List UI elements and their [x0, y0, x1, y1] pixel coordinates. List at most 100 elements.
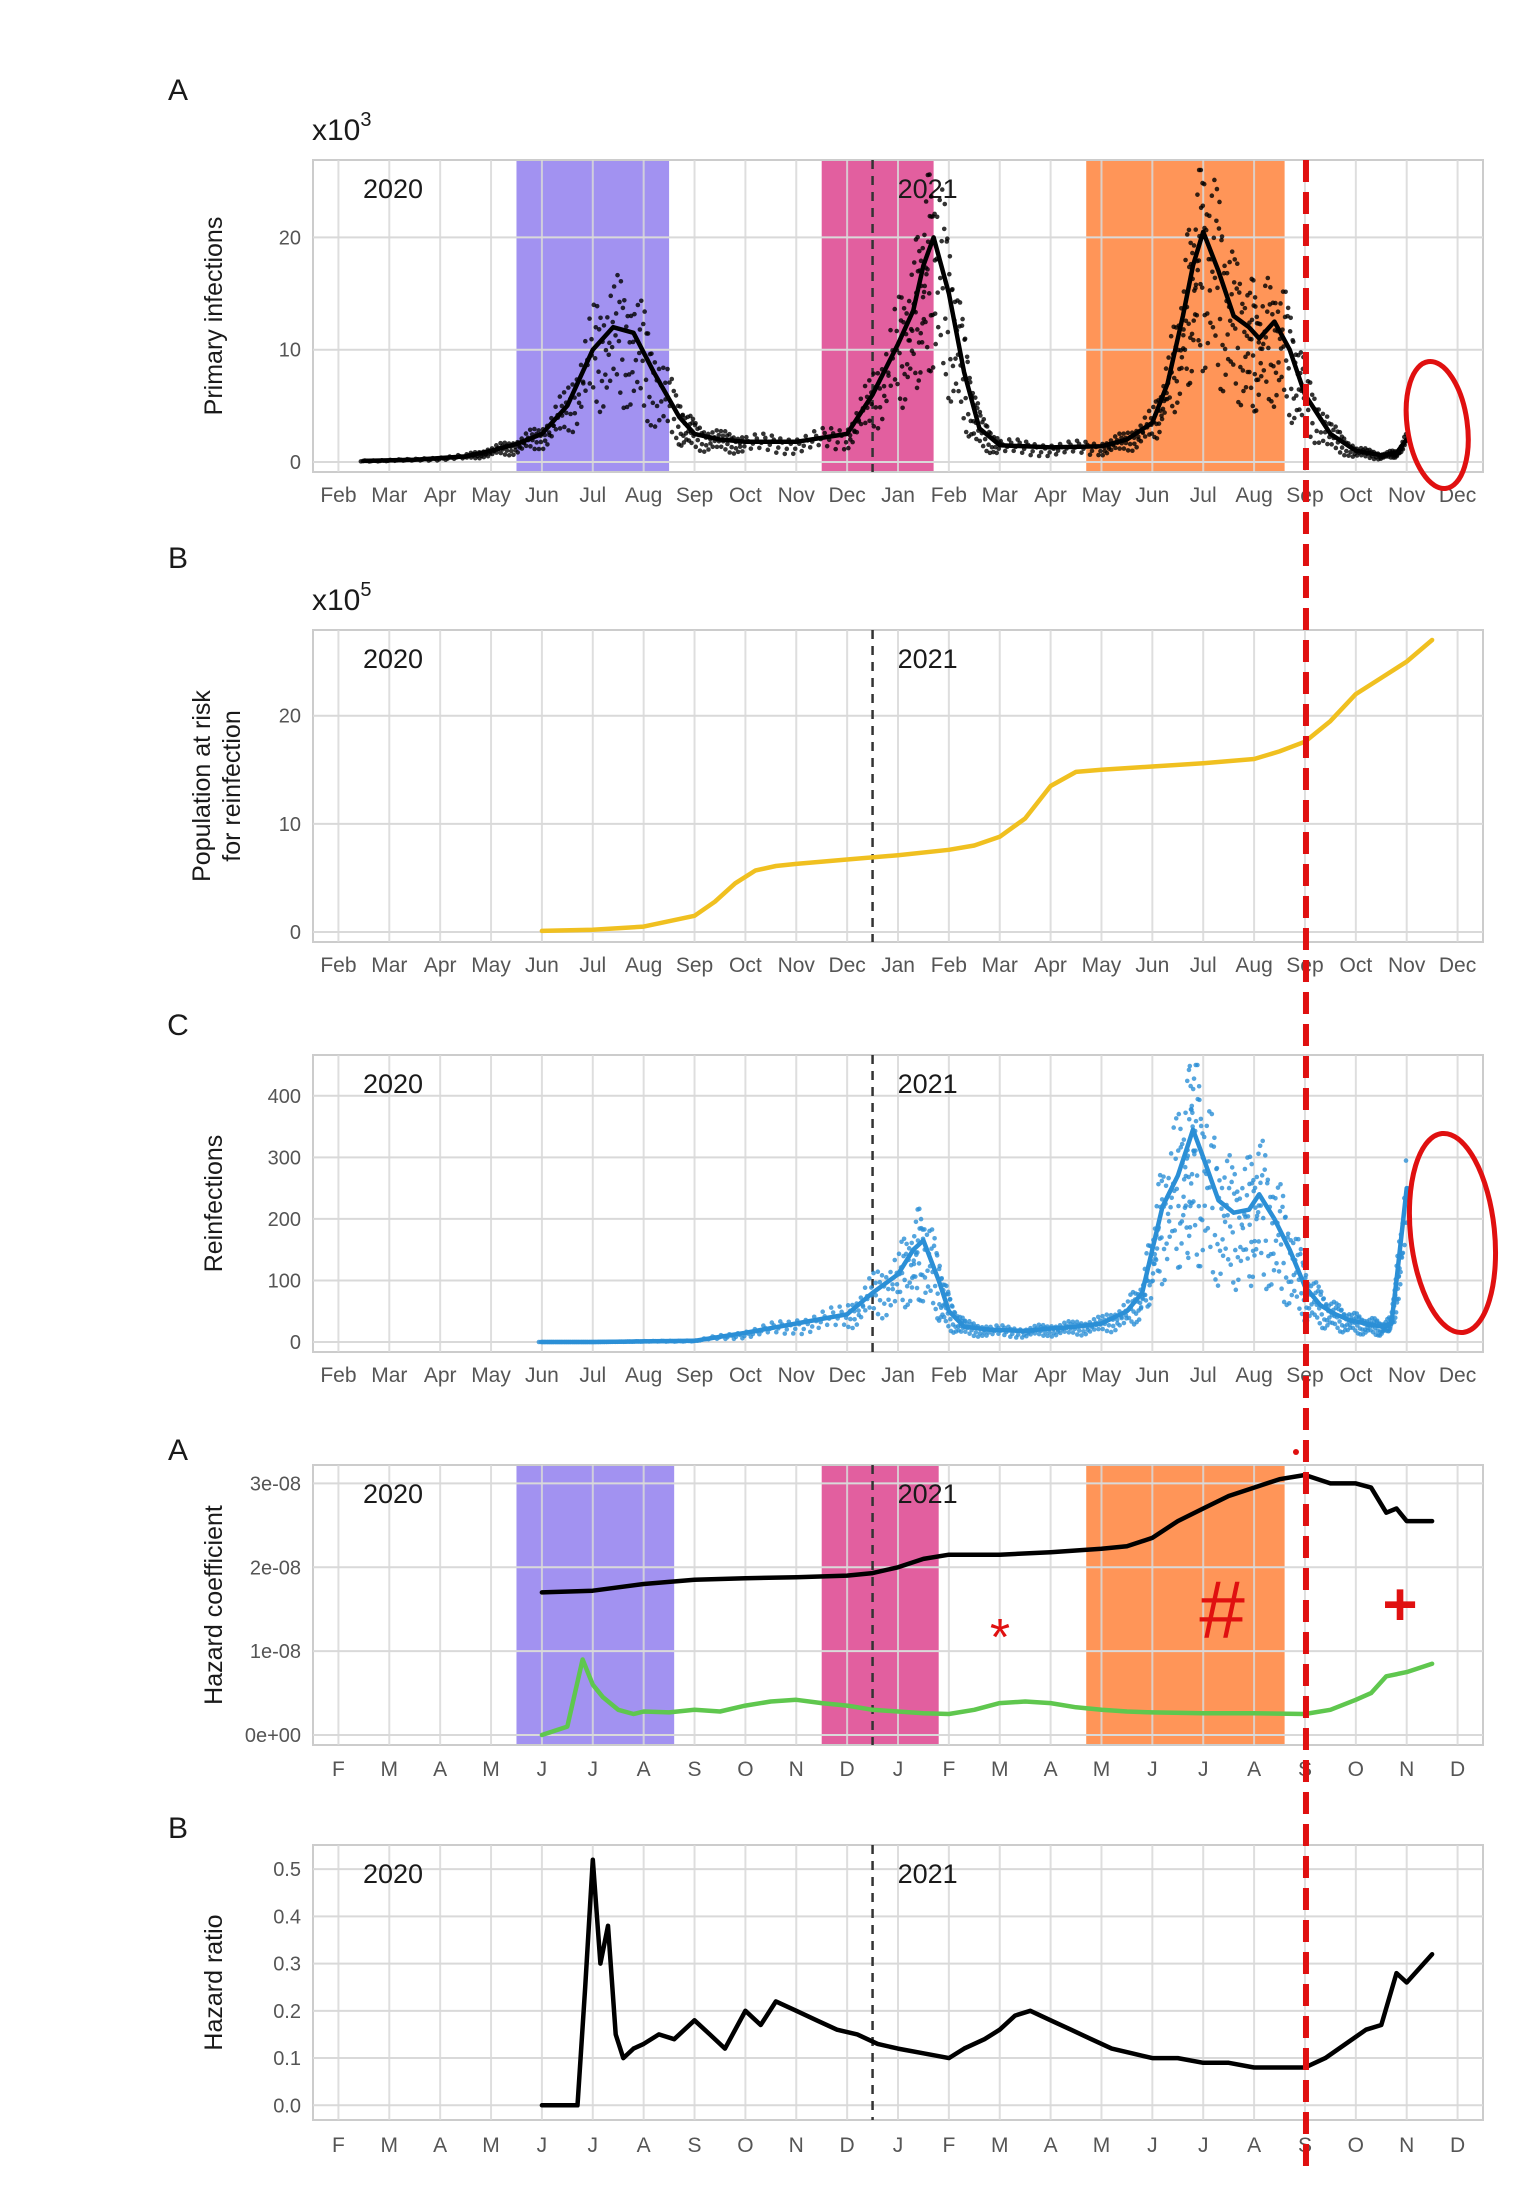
data-point: [863, 420, 868, 426]
data-point: [930, 1300, 936, 1306]
data-point: [1286, 412, 1292, 418]
x-tick-label: Nov: [778, 484, 816, 507]
data-point: [1286, 366, 1291, 371]
x-tick-label: Oct: [729, 484, 762, 507]
x-tick-label: Oct: [729, 1364, 762, 1387]
data-point: [596, 369, 601, 375]
data-point: [975, 1334, 981, 1339]
data-point: [1186, 1116, 1192, 1122]
data-point: [890, 1286, 896, 1292]
data-point: [1160, 406, 1166, 412]
data-point: [1210, 1205, 1215, 1211]
data-point: [765, 447, 771, 453]
data-point: [594, 399, 599, 404]
data-point: [1265, 275, 1271, 281]
data-point: [1199, 1217, 1205, 1223]
data-point: [1287, 329, 1293, 334]
data-point: [1226, 1185, 1232, 1191]
data-point: [1303, 1272, 1309, 1278]
data-point: [1168, 1204, 1173, 1210]
data-point: [907, 366, 913, 371]
data-point: [671, 416, 677, 422]
year-label-2021: 2021: [898, 644, 958, 674]
data-point: [1006, 437, 1012, 442]
data-point: [1296, 1236, 1301, 1242]
data-point: [1201, 1134, 1207, 1140]
data-point: [1079, 450, 1084, 455]
data-point: [1268, 285, 1273, 290]
data-point: [637, 327, 643, 332]
data-point: [989, 444, 995, 450]
x-tick-label: O: [737, 2134, 753, 2157]
x-tick-label: Apr: [1034, 954, 1067, 977]
data-point: [1254, 314, 1260, 320]
x-tick-label: May: [1082, 954, 1122, 977]
data-point: [1045, 453, 1050, 459]
data-point: [1053, 452, 1059, 457]
x-tick-label: S: [688, 1758, 702, 1781]
data-point: [1260, 1138, 1266, 1144]
data-point: [1215, 362, 1221, 368]
data-point: [1195, 192, 1200, 197]
data-point: [1218, 1271, 1223, 1277]
x-tick-label: Nov: [778, 1364, 816, 1387]
data-point: [1164, 1241, 1169, 1246]
data-point: [907, 1280, 913, 1285]
data-point: [841, 447, 847, 452]
data-point: [1243, 1247, 1249, 1252]
data-point: [720, 433, 726, 438]
data-point: [645, 331, 651, 336]
data-point: [1117, 431, 1122, 436]
data-point: [1191, 1076, 1197, 1081]
data-point: [733, 446, 739, 451]
data-point: [947, 1297, 953, 1302]
data-point: [854, 429, 860, 435]
data-point: [1179, 365, 1184, 371]
data-point: [1264, 1286, 1269, 1292]
data-point: [1186, 1255, 1191, 1261]
data-point: [1062, 449, 1067, 455]
data-point: [1162, 410, 1167, 415]
data-point: [1306, 1306, 1312, 1311]
data-point: [613, 311, 619, 316]
data-point: [1234, 286, 1240, 291]
data-point: [984, 424, 990, 429]
data-point: [790, 451, 796, 457]
data-point: [1213, 1277, 1218, 1282]
data-point: [576, 392, 582, 397]
data-point: [875, 370, 881, 376]
data-point: [1227, 1224, 1233, 1229]
data-point: [982, 436, 988, 442]
data-point: [1223, 1246, 1228, 1251]
data-point: [1261, 1272, 1267, 1277]
data-point: [1270, 311, 1275, 317]
data-point: [1251, 278, 1256, 283]
data-point: [519, 446, 525, 451]
data-point: [1222, 263, 1227, 269]
data-point: [769, 433, 775, 438]
data-point: [920, 245, 926, 251]
year-label-2021: 2021: [898, 1069, 958, 1099]
data-point: [1256, 1239, 1262, 1244]
data-point: [1188, 1181, 1194, 1186]
data-point: [1181, 327, 1186, 332]
data-point: [1319, 1312, 1325, 1317]
data-point: [799, 448, 805, 454]
data-point: [1157, 1269, 1162, 1274]
data-point: [911, 1261, 917, 1267]
x-tick-label: M: [381, 1758, 399, 1781]
data-point: [1200, 1247, 1206, 1253]
data-point: [957, 300, 963, 305]
data-point: [1313, 1280, 1319, 1285]
data-point: [914, 385, 920, 391]
data-point: [986, 442, 991, 447]
data-point: [1197, 1097, 1202, 1103]
x-tick-label: Jun: [1135, 484, 1169, 507]
data-point: [820, 425, 825, 431]
data-point: [1207, 213, 1212, 219]
data-point: [1121, 1302, 1126, 1308]
data-point: [1280, 1193, 1286, 1199]
x-tick-label: N: [1399, 1758, 1414, 1781]
